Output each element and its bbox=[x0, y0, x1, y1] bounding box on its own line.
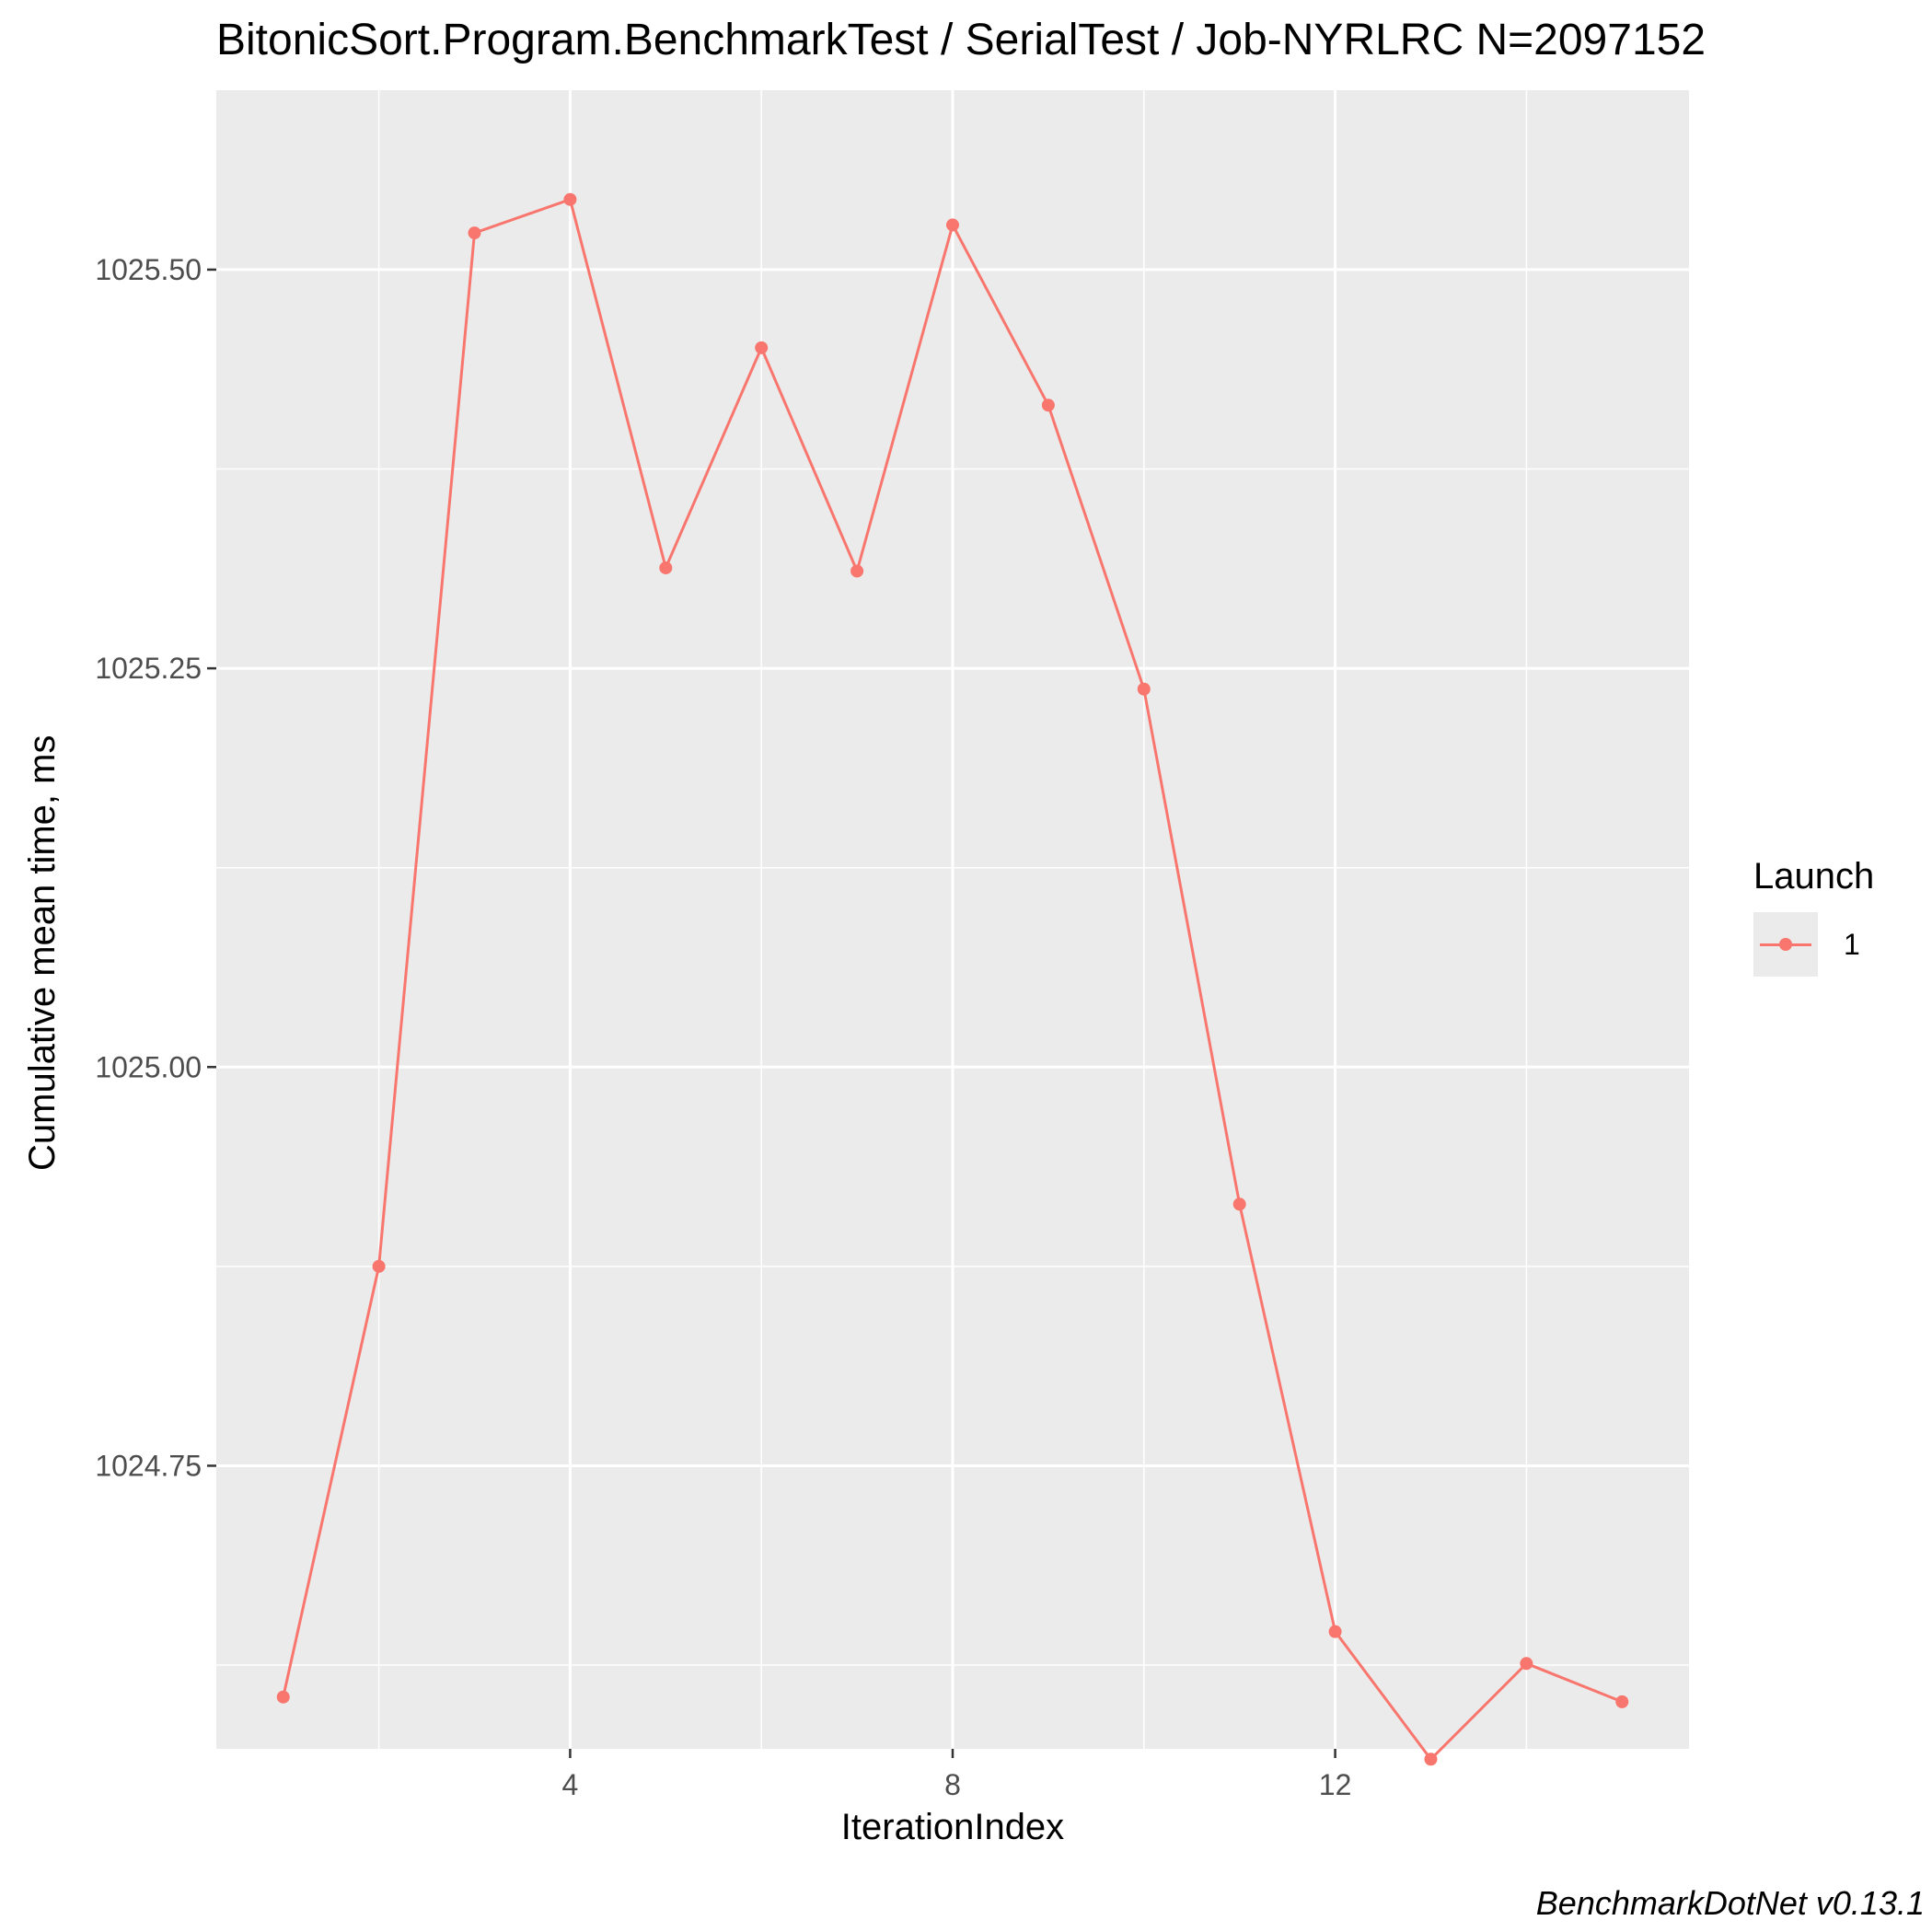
data-point bbox=[468, 226, 481, 240]
data-point bbox=[659, 561, 673, 574]
x-axis-label: IterationIndex bbox=[840, 1807, 1065, 1847]
caption: BenchmarkDotNet v0.13.1 bbox=[1535, 1884, 1925, 1922]
legend-title: Launch bbox=[1753, 856, 1875, 897]
y-tick-label: 1024.75 bbox=[95, 1449, 202, 1482]
y-tick-label: 1025.50 bbox=[95, 253, 202, 286]
data-point bbox=[276, 1690, 290, 1704]
data-point bbox=[1232, 1197, 1246, 1211]
x-tick-label: 4 bbox=[562, 1768, 579, 1801]
data-point bbox=[563, 192, 577, 206]
data-point bbox=[946, 218, 959, 232]
y-axis-label: Cumulative mean time, ms bbox=[22, 735, 63, 1171]
x-tick-label: 8 bbox=[944, 1768, 961, 1801]
data-point bbox=[1424, 1753, 1438, 1766]
x-tick-label: 12 bbox=[1319, 1768, 1352, 1801]
data-point bbox=[1615, 1695, 1629, 1708]
legend-label: 1 bbox=[1844, 927, 1860, 961]
data-point bbox=[372, 1259, 386, 1273]
legend-point-swatch bbox=[1779, 938, 1792, 951]
y-tick-label: 1025.00 bbox=[95, 1050, 202, 1083]
chart-title: BitonicSort.Program.BenchmarkTest / Seri… bbox=[216, 16, 1706, 64]
data-point bbox=[850, 564, 864, 578]
legend: Launch 1 bbox=[1753, 856, 1874, 977]
data-point bbox=[1041, 399, 1055, 412]
legend-entry: 1 bbox=[1753, 912, 1874, 977]
data-point bbox=[1137, 682, 1151, 696]
legend-key bbox=[1753, 912, 1818, 977]
data-point bbox=[1328, 1625, 1342, 1638]
series-layer bbox=[276, 192, 1629, 1766]
axis-ticks: 4 8 12 1024.75 1025.00 1025.25 1025.50 bbox=[95, 253, 1351, 1801]
data-point bbox=[1520, 1657, 1533, 1671]
y-tick-label: 1025.25 bbox=[95, 652, 202, 685]
data-point bbox=[755, 341, 769, 354]
major-gridlines bbox=[216, 90, 1689, 1749]
